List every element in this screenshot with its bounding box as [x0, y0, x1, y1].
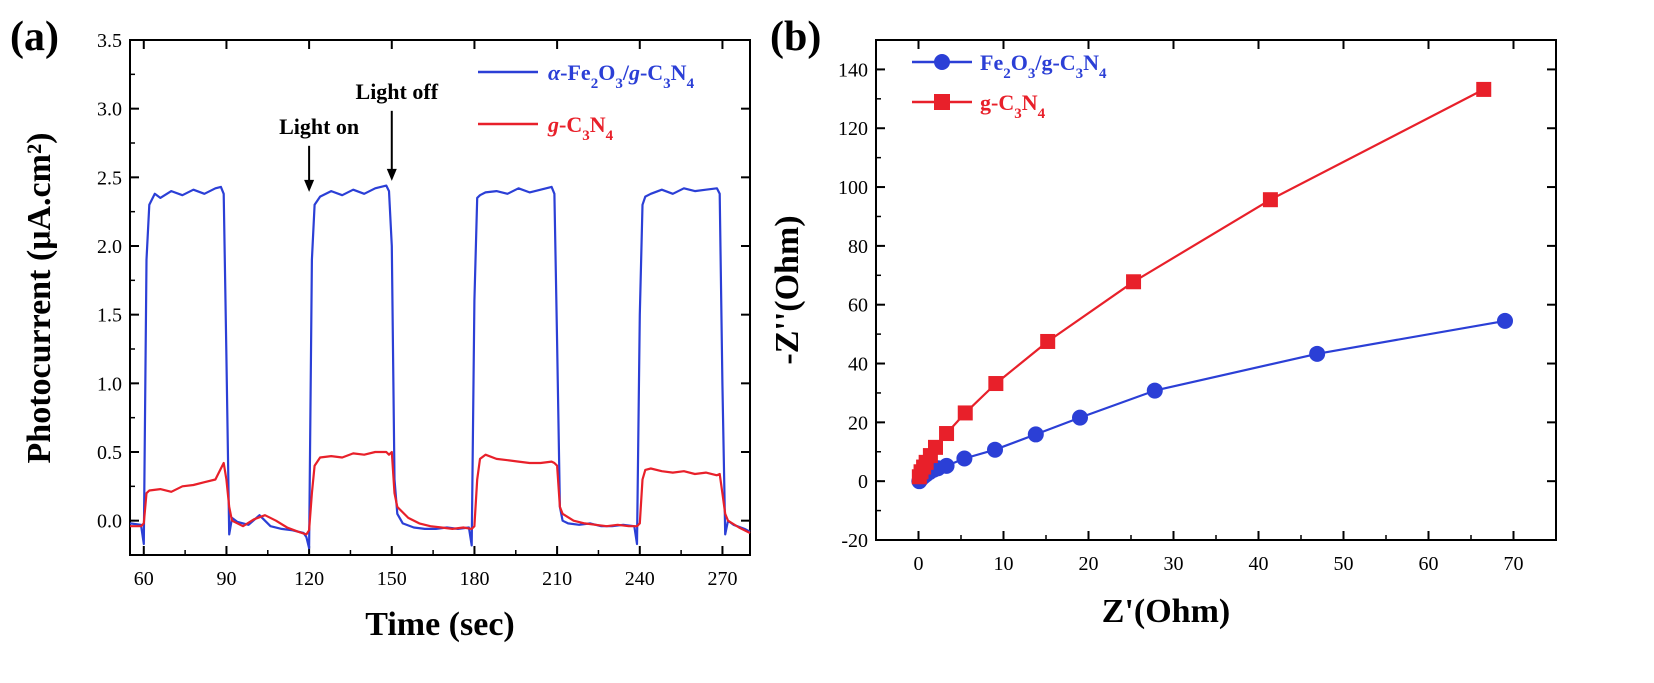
series-g-c3n4-point: [957, 405, 973, 421]
series-g-c3n4-point: [1040, 333, 1056, 349]
panel-b-x-ticks: 0 10 20 30 40 50 60 70: [875, 40, 1557, 575]
y-tick-label: 3.0: [97, 99, 122, 121]
series-fe2o3-g-c3n4-line: [918, 319, 1506, 482]
x-tick-label: 20: [1079, 553, 1099, 575]
panel-b-label: (b): [770, 14, 821, 60]
series-fe2o3-g-c3n4-point: [987, 441, 1003, 458]
panel-a-label: (a): [10, 14, 59, 60]
series-g-c3n4-point: [1126, 274, 1142, 290]
panel-a-x-axis-title: Time (sec): [365, 606, 514, 643]
y-tick-label: 60: [848, 295, 868, 317]
series-fe2o3-g-c3n4-point: [1146, 382, 1163, 399]
y-tick-label: 100: [838, 177, 868, 199]
x-tick-label: 90: [216, 568, 236, 590]
legend-label-gc3n4-b: g-C3N4: [980, 90, 1046, 122]
y-tick-label: 120: [838, 118, 868, 140]
y-tick-label: 2.0: [97, 236, 122, 258]
panel-a-x-ticks: 60 90 120 150 180 210 240 270: [134, 40, 737, 590]
y-tick-label: 1.5: [97, 305, 122, 327]
panel-a-plot-frame: [129, 39, 751, 556]
series-g-c3n4-line: [918, 88, 1485, 478]
series-fe2o3-g-c3n4-point: [956, 450, 973, 467]
y-tick-label: -20: [841, 530, 868, 552]
legend-label-gc3n4: g-C3N4: [547, 112, 614, 144]
y-tick-label: 0.5: [97, 442, 122, 464]
series-g-c3n4-point: [1476, 81, 1492, 97]
y-tick-label: 140: [838, 59, 868, 81]
legend-marker-square: [934, 94, 950, 110]
annotation-label: Light on: [279, 114, 359, 139]
panel-b-y-ticks: -20 0 20 40 60 80 100 120 140: [838, 39, 1556, 552]
x-tick-label: 210: [542, 568, 572, 590]
series-g-c3n4-line: [130, 450, 751, 536]
x-tick-label: 120: [294, 568, 324, 590]
series-g-c3n4-point: [928, 439, 943, 455]
y-tick-label: 1.0: [97, 373, 122, 395]
x-tick-label: 30: [1164, 553, 1184, 575]
series-g-c3n4-point: [988, 376, 1004, 392]
y-tick-label: 0: [858, 471, 868, 493]
panel-a-series: [129, 184, 751, 550]
x-tick-label: 40: [1249, 553, 1269, 575]
panel-b-y-axis-title: -Z''(Ohm): [769, 215, 806, 364]
y-tick-label: 2.5: [97, 167, 122, 189]
x-tick-label: 70: [1504, 553, 1524, 575]
x-tick-label: 270: [707, 568, 737, 590]
series-fe2o3-g-c3n4-point: [1072, 409, 1088, 426]
y-tick-label: 40: [848, 354, 868, 376]
panel-a-legend: α-Fe2O3/g-C3N4 g-C3N4: [478, 60, 695, 144]
panel-a: (a) 0.0 0.5 1.0 1.5 2.0 2.5 3.0 3.5 60 90 120 150 1…: [10, 14, 751, 643]
x-tick-label: 50: [1334, 553, 1354, 575]
x-tick-label: 180: [459, 568, 489, 590]
annotation-arrow-head: [304, 179, 315, 192]
annotation-arrow-head: [386, 168, 397, 181]
panel-a-annotations: Light on Light off: [279, 79, 439, 192]
series--fe2o3-g-c3n4-line: [129, 184, 751, 550]
series-g-c3n4-point: [1262, 192, 1278, 208]
panel-b-plot-frame: [875, 39, 1557, 541]
x-tick-label: 150: [377, 568, 407, 590]
panel-b-legend: Fe2O3/g-C3N4 g-C3N4: [912, 50, 1107, 122]
series-fe2o3-g-c3n4-point: [1497, 312, 1513, 329]
panel-b-x-axis-title: Z'(Ohm): [1102, 593, 1230, 630]
x-tick-label: 60: [1419, 553, 1439, 575]
annotation-label: Light off: [356, 79, 439, 104]
panel-b-series: [911, 81, 1513, 490]
series-g-c3n4-point: [939, 426, 955, 442]
panel-b: (b) -20 0 20 40 60 80 100 120 140 0 10 20 30 40 50 60 7…: [769, 14, 1557, 630]
x-tick-label: 0: [914, 553, 924, 575]
panel-a-y-axis-title: Photocurrent (μA.cm²): [21, 133, 58, 464]
x-tick-label: 10: [994, 553, 1014, 575]
y-tick-label: 20: [848, 412, 868, 434]
legend-label-fe2o3-gc3n4-b: Fe2O3/g-C3N4: [980, 50, 1107, 82]
y-tick-label: 0.0: [97, 511, 122, 533]
x-tick-label: 240: [625, 568, 655, 590]
legend-label-fe2o3-gc3n4: α-Fe2O3/g-C3N4: [548, 60, 695, 92]
y-tick-label: 3.5: [97, 30, 122, 52]
legend-marker-circle: [934, 54, 950, 70]
series-fe2o3-g-c3n4-point: [1027, 426, 1044, 443]
panel-a-y-ticks: 0.0 0.5 1.0 1.5 2.0 2.5 3.0 3.5: [97, 30, 750, 533]
series-fe2o3-g-c3n4-point: [938, 457, 955, 474]
series-fe2o3-g-c3n4-point: [1309, 345, 1326, 362]
y-tick-label: 80: [848, 236, 868, 258]
x-tick-label: 60: [134, 568, 154, 590]
